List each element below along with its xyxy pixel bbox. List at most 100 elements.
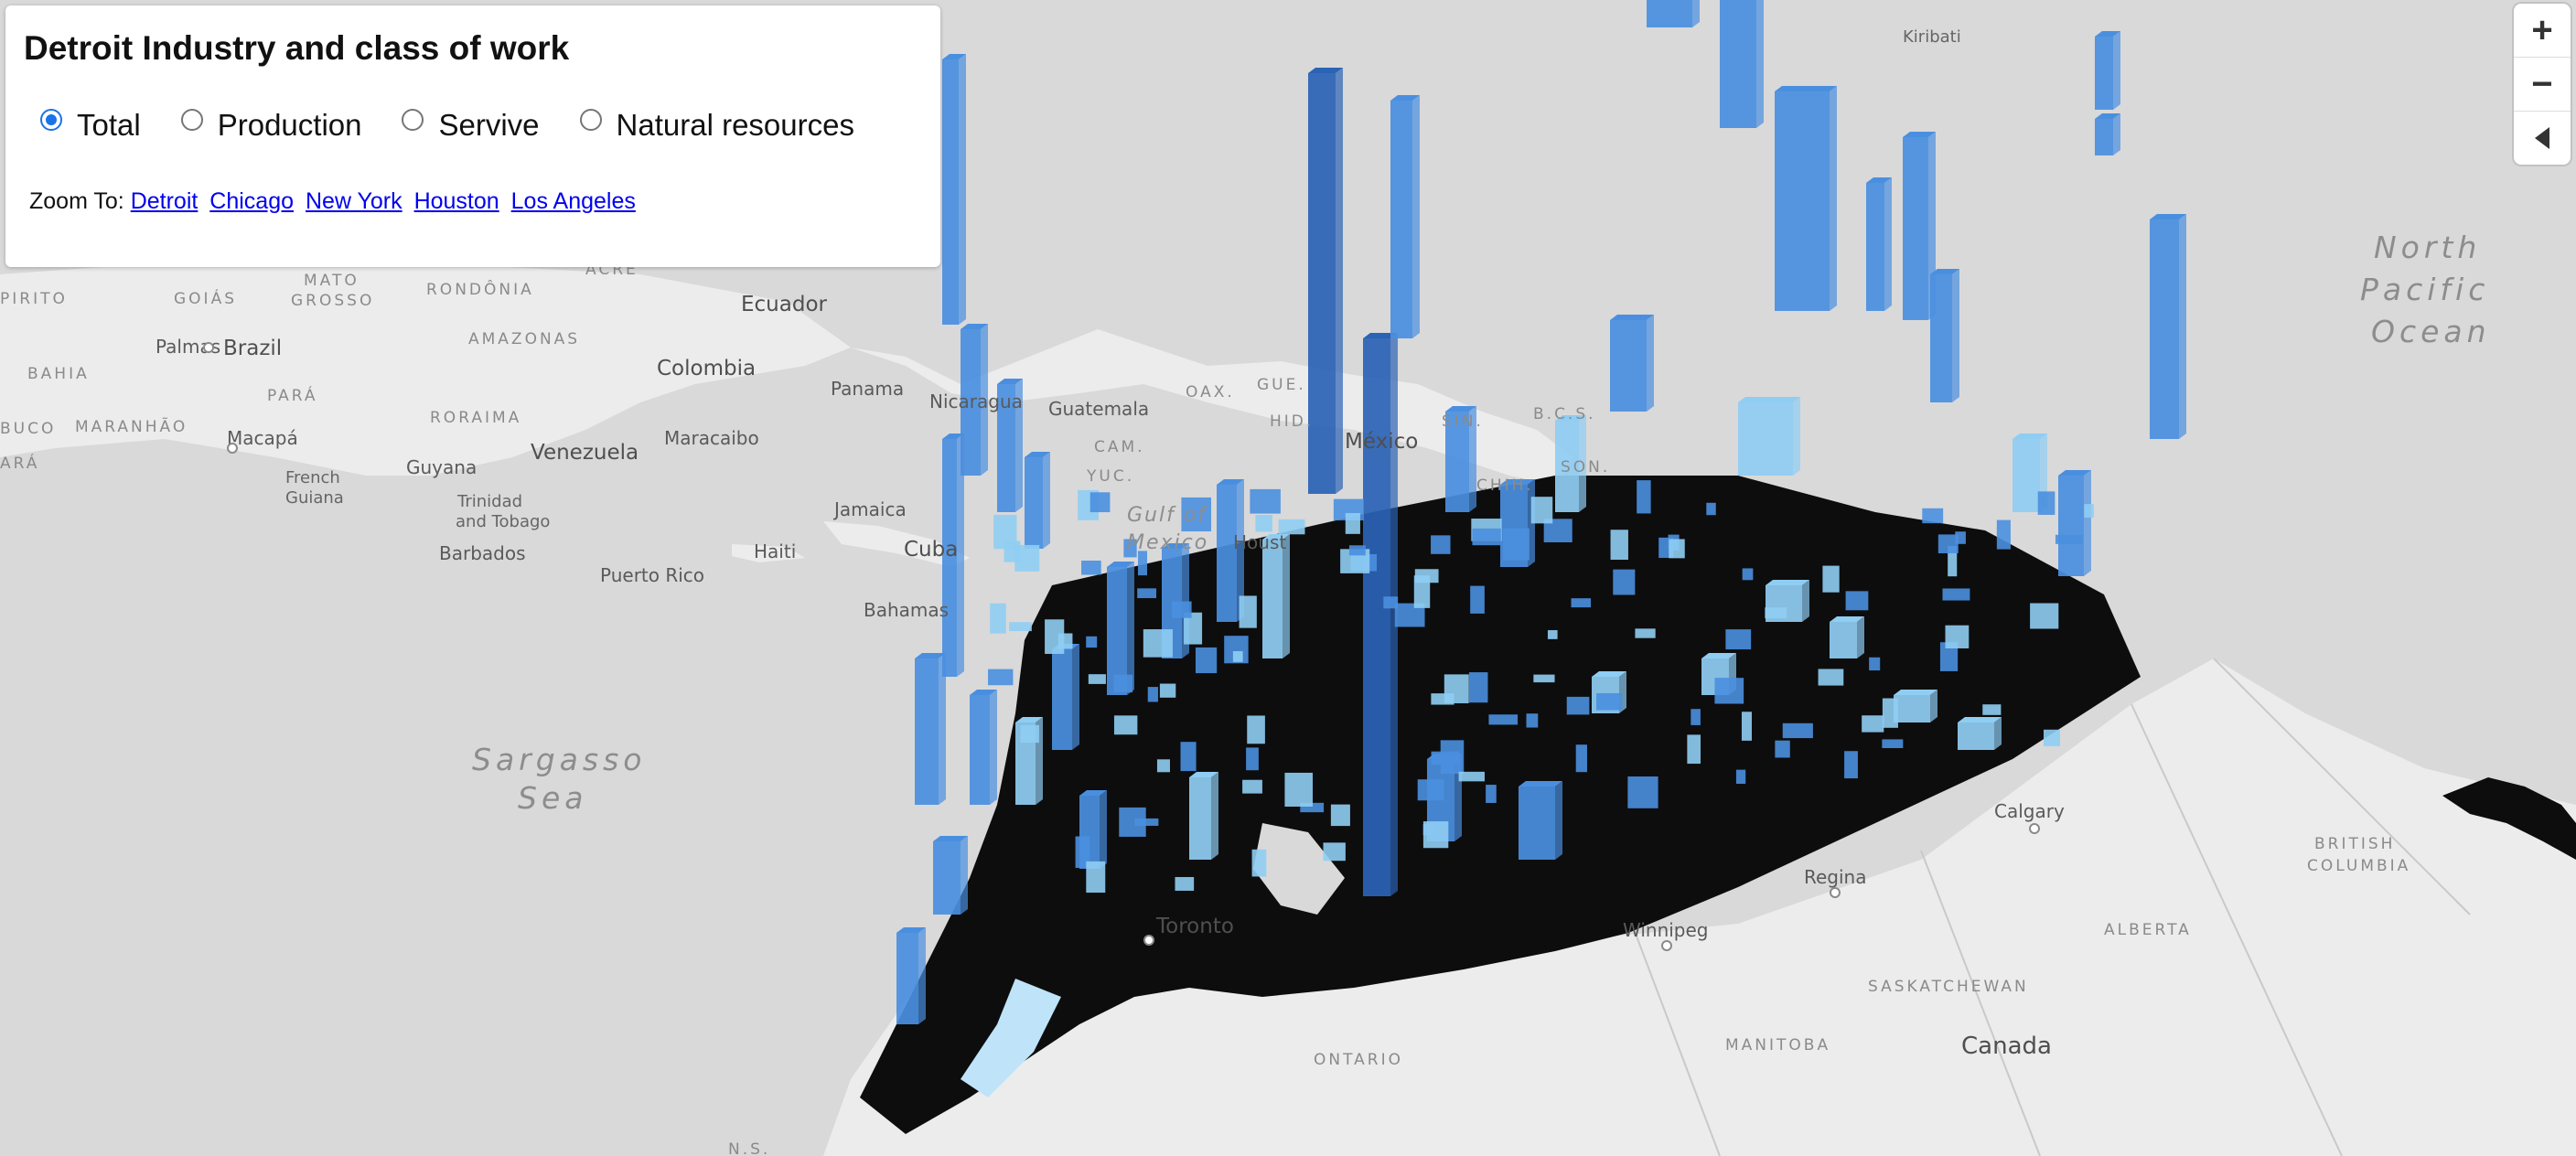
- label-sin: SIN.: [1442, 412, 1484, 431]
- zoom-link-los-angeles[interactable]: Los Angeles: [510, 188, 636, 214]
- tract-block: [2084, 504, 2094, 518]
- zoom-link-houston[interactable]: Houston: [413, 188, 499, 214]
- extrusion-bar: [1720, 0, 1756, 128]
- tract-block: [1009, 622, 1032, 632]
- tract-block: [1502, 528, 1530, 561]
- extrusion-bar-side: [1647, 315, 1654, 412]
- navigation-control: + −: [2514, 4, 2571, 165]
- tract-block: [1089, 492, 1111, 513]
- radio-button-natural-resources[interactable]: [579, 109, 602, 131]
- extrusion-bar-side: [1857, 616, 1864, 658]
- radio-option-natural-resources[interactable]: Natural resources: [579, 108, 854, 143]
- tract-block: [1156, 759, 1170, 773]
- extrusion-bar-side: [939, 653, 946, 805]
- label-ecuador: Ecuador: [741, 293, 828, 316]
- extrusion-bar: [1903, 137, 1928, 320]
- extrusion-bar: [1610, 320, 1647, 412]
- zoom-out-button[interactable]: −: [2514, 58, 2571, 112]
- tract-block: [1247, 715, 1265, 744]
- tract-block: [1862, 715, 1884, 733]
- label-calgary: Calgary: [1994, 800, 2065, 822]
- tract-block: [1113, 674, 1133, 693]
- land-hispaniola: [732, 544, 805, 562]
- tract-block: [1278, 519, 1305, 535]
- extrusion-bar: [915, 658, 939, 805]
- radio-label-production: Production: [217, 108, 362, 142]
- extrusion-bar-top: [2058, 470, 2091, 476]
- tract-block: [1081, 560, 1101, 575]
- extrusion-bar-top: [1162, 543, 1189, 549]
- label-sargasso-2: Sea: [518, 780, 587, 816]
- extrusion-bar-top: [942, 54, 966, 59]
- label-houston: Houst: [1233, 531, 1286, 553]
- tract-block: [1137, 588, 1157, 599]
- radio-option-servive[interactable]: Servive: [402, 108, 540, 143]
- label-north-pacific-3: Ocean: [2371, 314, 2491, 349]
- tract-block: [1345, 512, 1360, 534]
- tract-block: [1431, 535, 1451, 554]
- radio-button-production[interactable]: [180, 109, 203, 131]
- extrusion-bar-top: [1555, 415, 1586, 421]
- label-maracaibo: Maracaibo: [664, 427, 759, 449]
- label-colombia: Colombia: [657, 357, 756, 380]
- extrusion-bar: [933, 841, 961, 915]
- extrusion-bar: [896, 933, 918, 1024]
- zoom-link-new-york[interactable]: New York: [305, 188, 402, 214]
- tract-block: [1180, 742, 1197, 772]
- extrusion-bar: [942, 439, 957, 677]
- extrusion-bar-side: [1994, 717, 2002, 750]
- tract-block: [988, 669, 1014, 686]
- tract-block: [1669, 539, 1685, 559]
- radio-label-servive: Servive: [438, 108, 540, 142]
- tract-block: [1782, 722, 1813, 739]
- label-gulf-2: Mexico: [1127, 531, 1208, 554]
- extrusion-bar-top: [896, 927, 926, 933]
- extrusion-bar-top: [1775, 86, 1837, 91]
- tract-block: [1937, 534, 1959, 553]
- radio-option-production[interactable]: Production: [180, 108, 362, 143]
- label-son: SON.: [1561, 458, 1610, 476]
- label-trinidad-2: and Tobago: [456, 512, 550, 531]
- extrusion-bar-top: [1592, 671, 1626, 677]
- tract-block: [1143, 629, 1173, 658]
- extrusion-bar: [1866, 183, 1884, 311]
- tract-block: [1948, 545, 1958, 577]
- radio-button-total[interactable]: [40, 109, 62, 131]
- extrusion-bar-side: [990, 690, 997, 805]
- zoom-link-detroit[interactable]: Detroit: [130, 188, 199, 214]
- label-nicaragua: Nicaragua: [929, 391, 1023, 412]
- extrusion-bar-top: [1958, 717, 2002, 722]
- radio-button-servive[interactable]: [402, 109, 424, 131]
- extrusion-bar: [970, 695, 990, 805]
- extrusion-bar-top: [1903, 132, 1936, 137]
- panel-title: Detroit Industry and class of work: [24, 29, 570, 67]
- extrusion-bar-side: [1336, 68, 1343, 494]
- tract-block: [1468, 672, 1488, 703]
- zoom-in-button[interactable]: +: [2514, 4, 2571, 58]
- label-trinidad-1: Trinidad: [456, 492, 522, 511]
- tract-block: [1195, 647, 1218, 674]
- tract-block: [1488, 714, 1519, 725]
- tract-block: [1942, 588, 1970, 601]
- extrusion-bar-side: [1555, 781, 1562, 860]
- extrusion-bar-side: [1015, 379, 1023, 512]
- tract-block: [1533, 674, 1555, 683]
- label-macapa: Macapá: [227, 427, 298, 449]
- extrusion-bar: [1217, 485, 1237, 622]
- radio-option-total[interactable]: Total: [40, 108, 141, 143]
- tract-block: [1300, 802, 1325, 813]
- compass-button[interactable]: [2514, 112, 2571, 165]
- extrusion-bar-top: [1015, 717, 1043, 722]
- extrusion-bar-top: [1025, 452, 1050, 457]
- tract-block: [1690, 709, 1701, 725]
- tract-block: [1637, 480, 1651, 514]
- extrusion-bar-side: [1579, 415, 1586, 512]
- label-oax: OAX.: [1186, 383, 1235, 401]
- label-mexico: México: [1345, 430, 1418, 454]
- label-sargasso-1: Sargasso: [472, 742, 646, 777]
- extrusion-bar-top: [2012, 434, 2047, 439]
- zoom-link-chicago[interactable]: Chicago: [209, 188, 295, 214]
- extrusion-bar-top: [915, 653, 946, 658]
- label-winnipeg: Winnipeg: [1623, 919, 1709, 941]
